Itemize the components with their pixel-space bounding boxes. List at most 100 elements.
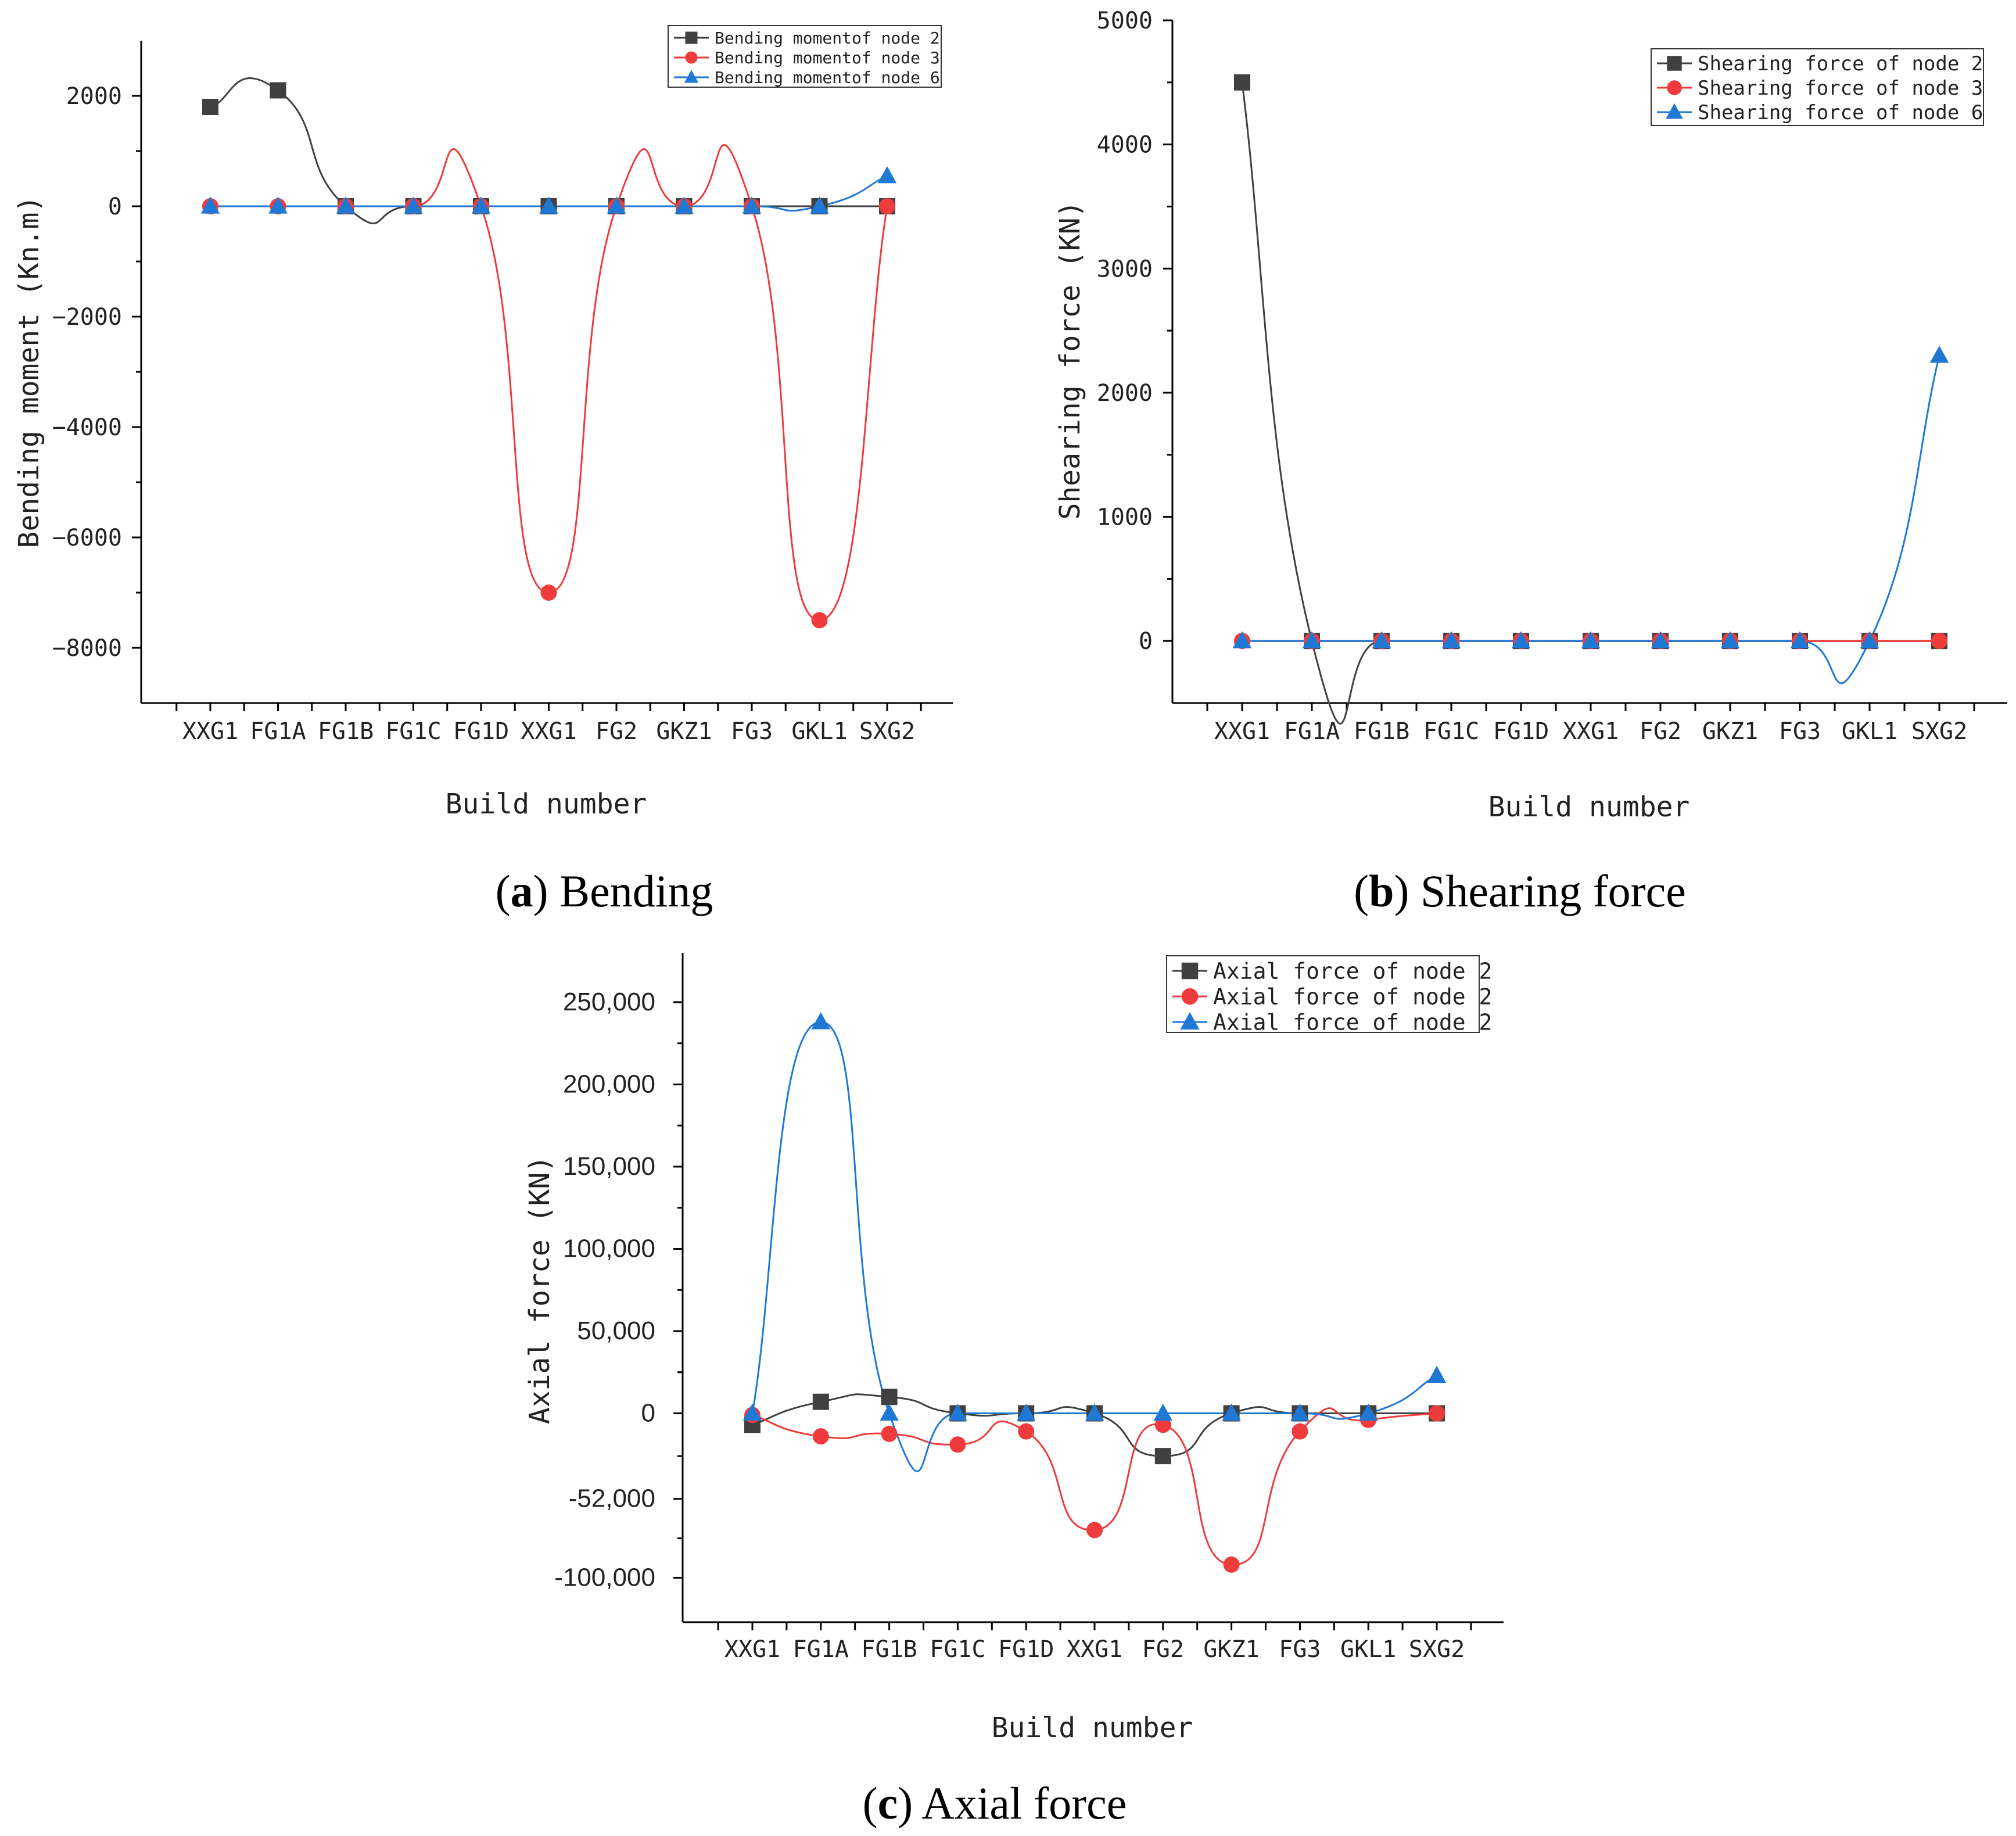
- panel-a-y-tick-label: 0: [108, 193, 122, 220]
- panel-a-x-tick-label: FG1B: [318, 718, 374, 745]
- panel-a-series-3-point: [675, 196, 694, 214]
- panel-a-series-3-point: [810, 196, 829, 214]
- panel-b-legend-marker-3: [1666, 103, 1683, 119]
- panel-c-x-ticks: XXG1 FG1A FG1B FG1C FG1D XXG1 FG2 GKZ1 FG3 GKL1 SX…: [717, 1622, 1472, 1663]
- panel-c-x-tick-label: FG1C: [930, 1636, 985, 1663]
- panel-a-y-tick-label: −8000: [52, 635, 122, 662]
- panel-b-x-tick-label: FG1B: [1354, 718, 1409, 745]
- panel-b-markers: [1232, 74, 1949, 650]
- panel-b-legend-label-2: Shearing force of node 3: [1698, 77, 1983, 100]
- panel-a-y-axis-title: Bending moment (Kn.m): [13, 196, 45, 548]
- panel-a-x-tick-label: XXG1: [182, 718, 238, 745]
- panel-a-series-3-point: [607, 196, 626, 214]
- panel-b-legend-label-3: Shearing force of node 6: [1698, 101, 1983, 124]
- panel-c-series-2-point: [1086, 1522, 1103, 1539]
- panel-b-y-tick-label: 4000: [1097, 132, 1153, 159]
- panel-a-series-line-2: [210, 144, 888, 622]
- panel-c-series-2-point: [1018, 1423, 1035, 1440]
- panel-b-series-3-point: [1790, 631, 1810, 648]
- panel-c-x-tick-label: FG1A: [793, 1636, 849, 1663]
- panel-b-x-tick-label: XXG1: [1563, 718, 1619, 745]
- panel-c-series-3-point: [1427, 1365, 1447, 1383]
- panel-c-legend-box: [1166, 955, 1480, 1033]
- panel-c-x-tick-label: FG1D: [998, 1636, 1054, 1663]
- panel-c-caption-letter: c: [878, 1778, 898, 1828]
- panel-a-y-tick-label: −4000: [52, 414, 122, 441]
- panel-b-x-tick-label: SXG2: [1911, 718, 1967, 745]
- panel-b-x-tick-label: FG2: [1640, 718, 1681, 745]
- panel-c-series-line-2: [752, 1407, 1437, 1566]
- panel-b-series-3-point: [1860, 631, 1879, 648]
- panel-c-series-2-point: [1429, 1405, 1445, 1422]
- panel-a-x-tick-label: XXG1: [521, 718, 576, 745]
- panel-c-y-tick-label: 100,000: [563, 1234, 655, 1263]
- panel-c-series-2-point: [1223, 1556, 1240, 1573]
- panel-b-curves: [1241, 82, 1940, 725]
- panel-a-bending: 2000 0 −2000 −4000 −6000 −8000 XXG1 FG1A FG1B FG…: [13, 25, 953, 916]
- panel-c-y-tick-label: 200,000: [563, 1070, 655, 1098]
- panel-c-series-3-point: [1358, 1403, 1378, 1421]
- panel-a-series-3-point: [877, 166, 897, 184]
- panel-b-series-3-point: [1929, 346, 1949, 363]
- panel-a-series-3-point: [539, 196, 558, 214]
- panel-c-series-3-point: [1016, 1403, 1036, 1421]
- panel-c-series-2-point: [812, 1428, 829, 1445]
- panel-a-legend-label-1: Bending momentof node 2: [715, 28, 940, 48]
- panel-a-x-tick-label: GKZ1: [656, 718, 712, 745]
- panel-c-series-3-point: [1153, 1403, 1173, 1421]
- panel-b-x-tick-label: FG3: [1779, 718, 1821, 745]
- panel-b-y-axis-title: Shearing force (KN): [1054, 200, 1086, 519]
- panel-c-legend-label-2: Axial force of node 2: [1213, 984, 1492, 1009]
- panel-a-caption-text: Bending: [559, 866, 713, 916]
- panel-b-series-2-point: [1931, 633, 1947, 650]
- panel-c-caption-text: Axial force: [921, 1778, 1127, 1828]
- panel-a-series-2-point: [540, 584, 557, 601]
- panel-b-x-tick-label: FG1C: [1423, 718, 1479, 745]
- panel-c-series-2-point: [949, 1436, 966, 1453]
- panel-a-plot: 2000 0 −2000 −4000 −6000 −8000 XXG1 FG1A FG1B FG…: [52, 41, 953, 745]
- panel-c-series-2-point: [1154, 1417, 1171, 1433]
- panel-c-legend-marker-1: [1181, 962, 1199, 980]
- panel-b-legend-marker-2: [1667, 80, 1682, 95]
- panel-b-caption: (b) Shearing force: [1354, 866, 1686, 916]
- panel-b-series-3-point: [1581, 631, 1601, 648]
- panel-b-shearing-force: 5000 4000 3000 2000 1000 0 XXG1 FG1A FG1B FG1C FG…: [1054, 8, 2007, 916]
- panel-c-x-tick-label: XXG1: [1067, 1636, 1122, 1663]
- panel-c-x-tick-label: FG1B: [861, 1636, 917, 1663]
- panel-c-series-3-point: [880, 1403, 899, 1421]
- panel-c-y-tick-label: 150,000: [563, 1152, 655, 1181]
- panel-c-x-tick-label: XXG1: [724, 1636, 780, 1663]
- panel-b-x-axis-title: Build number: [1488, 791, 1690, 823]
- panel-b-x-tick-label: XXG1: [1214, 718, 1270, 745]
- panel-c-plot: 250,000 200,000 150,000 100,000 50,000 0 -52,0…: [554, 953, 1504, 1663]
- panel-c-markers: [742, 1012, 1447, 1573]
- panel-c-legend-marker-3: [1180, 1012, 1200, 1030]
- panel-c-x-axis-title: Build number: [992, 1712, 1193, 1744]
- panel-b-y-tick-label: 5000: [1097, 8, 1153, 34]
- panel-a-caption-letter: a: [511, 866, 533, 916]
- panel-b-caption-text: Shearing force: [1420, 866, 1686, 916]
- panel-a-series-3-point: [471, 196, 491, 214]
- panel-a-markers: [200, 82, 897, 629]
- panel-c-caption: (c) Axial force: [863, 1778, 1127, 1828]
- panel-b-legend-box: [1651, 48, 1984, 126]
- panel-a-x-tick-label: FG1A: [250, 718, 306, 745]
- panel-b-plot: 5000 4000 3000 2000 1000 0 XXG1 FG1A FG1B FG1C FG…: [1097, 8, 2007, 745]
- panel-a-legend-box: [668, 25, 942, 88]
- panel-a-y-tick-label: −2000: [52, 304, 122, 331]
- panel-c-series-1-point: [1154, 1448, 1171, 1465]
- panel-a-series-3-point: [268, 196, 288, 214]
- panel-b-x-tick-label: FG1A: [1284, 718, 1340, 745]
- panel-b-x-tick-label: FG1D: [1493, 718, 1549, 745]
- panel-c-series-3-point: [1085, 1403, 1104, 1421]
- panel-b-x-ticks: XXG1 FG1A FG1B FG1C FG1D XXG1 FG2 GKZ1 FG3 GKL1 SX…: [1206, 703, 1975, 745]
- panel-a-x-tick-label: GKL1: [791, 718, 847, 745]
- panel-b-series-3-point: [1651, 631, 1670, 648]
- panel-a-y-tick-label: −6000: [52, 525, 122, 551]
- panel-c-series-2-point: [881, 1425, 898, 1442]
- panel-a-series-3-point: [404, 196, 423, 214]
- panel-c-y-tick-label: 0: [641, 1399, 655, 1428]
- panel-c-series-3-point: [948, 1403, 967, 1421]
